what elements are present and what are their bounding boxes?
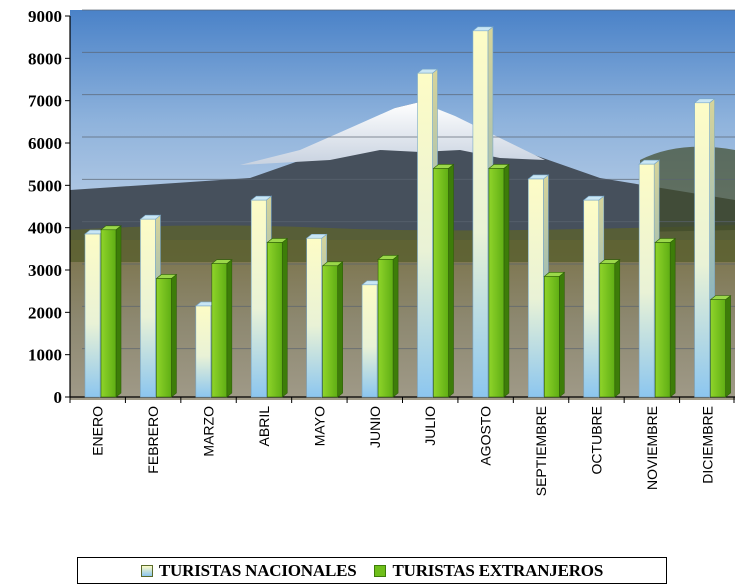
bar-side — [559, 271, 565, 398]
y-axis: 0 1000 2000 3000 4000 5000 6000 7000 8000 9000 — [28, 7, 71, 407]
bar-front — [694, 102, 710, 398]
bar-side — [725, 295, 731, 398]
bar-extranjeros-julio — [432, 163, 455, 398]
bar-front — [140, 218, 156, 398]
bar-front — [306, 237, 322, 398]
bar-front — [472, 30, 489, 398]
x-tick-label: AGOSTO — [478, 406, 494, 466]
bar-extranjeros-diciembre — [709, 295, 732, 398]
bar-extranjeros-mayo — [321, 261, 344, 398]
bar-side — [171, 273, 177, 398]
x-tick-label: FEBRERO — [145, 406, 161, 474]
bar-front — [377, 259, 394, 398]
legend-label-nacionales: TURISTAS NACIONALES — [158, 560, 357, 580]
x-axis: ENERO FEBRERO MARZO ABRIL MAYO JUNIO JULIO AGOS… — [69, 396, 735, 496]
bar-front — [361, 284, 378, 398]
x-tick-label: JUNIO — [367, 406, 383, 448]
bar-front — [266, 242, 283, 398]
y-tick-label: 7000 — [28, 92, 62, 111]
bar-extranjeros-agosto — [488, 163, 510, 398]
bar-front — [417, 72, 433, 398]
bar-side — [669, 237, 676, 398]
bar-side — [503, 163, 510, 398]
bar-front — [322, 265, 338, 398]
bar-extranjeros-enero — [100, 225, 122, 398]
bar-extranjeros-noviembre — [654, 237, 677, 398]
bar-front — [544, 276, 560, 398]
bar-side — [337, 261, 343, 398]
x-tick-label: JULIO — [422, 406, 438, 446]
bar-extranjeros-septiembre — [543, 271, 566, 398]
bar-front — [528, 178, 544, 398]
bar-side — [281, 237, 288, 398]
bar-front — [250, 199, 267, 398]
bar-extranjeros-marzo — [210, 259, 233, 398]
bar-front — [599, 263, 616, 398]
bar-front — [100, 229, 117, 398]
bar-front — [638, 163, 655, 398]
bar-side — [226, 259, 233, 398]
legend-label-extranjeros: TURISTAS EXTRANJEROS — [392, 560, 604, 580]
x-tick-label: MAYO — [311, 406, 327, 446]
bars — [84, 26, 732, 398]
bar-front — [654, 242, 671, 398]
photo-snowcap — [240, 102, 545, 165]
legend-item-extranjeros: TURISTAS EXTRANJEROS — [374, 561, 603, 581]
y-tick-label: 0 — [54, 388, 63, 407]
x-tick-label: SEPTIEMBRE — [533, 406, 549, 496]
bar-front — [433, 168, 449, 398]
y-tick-label: 2000 — [28, 303, 62, 322]
x-tick-label: ENERO — [90, 406, 106, 456]
y-tick-label: 1000 — [28, 346, 62, 365]
bar-extranjeros-abril — [266, 237, 289, 398]
bar-front — [195, 305, 212, 398]
photo-hills — [70, 225, 735, 262]
y-tick-label: 8000 — [28, 49, 62, 68]
x-tick-label: NOVIEMBRE — [644, 406, 660, 490]
bar-front — [211, 263, 228, 398]
bar-front — [488, 168, 505, 398]
x-tick-label: DICIEMBRE — [699, 406, 715, 484]
gridlines — [82, 9, 735, 350]
y-tick-label: 3000 — [28, 261, 62, 280]
bar-extranjeros-febrero — [155, 273, 178, 398]
bar-front — [156, 278, 172, 398]
bar-front — [84, 233, 101, 398]
photo-mountain — [70, 102, 735, 265]
legend-swatch-nacionales — [140, 564, 153, 577]
bar-front — [583, 199, 600, 398]
bar-extranjeros-octubre — [598, 259, 621, 398]
x-tick-label: MARZO — [201, 406, 217, 457]
photo-plain — [70, 240, 735, 400]
y-tick-label: 4000 — [28, 219, 62, 238]
bar-side — [448, 163, 454, 398]
legend-swatch-extranjeros — [374, 564, 387, 577]
bar-side — [614, 259, 621, 398]
x-tick-label: ABRIL — [256, 406, 272, 447]
y-tick-label: 9000 — [28, 7, 62, 26]
legend-item-nacionales: TURISTAS NACIONALES — [140, 560, 357, 581]
bar-side — [392, 254, 399, 398]
bar-nacionales-julio — [416, 68, 439, 398]
bar-side — [115, 225, 122, 398]
bar-front — [710, 299, 726, 398]
bar-extranjeros-junio — [377, 254, 399, 398]
y-tick-label: 6000 — [28, 134, 62, 153]
x-tick-label: OCTUBRE — [588, 406, 604, 474]
legend: TURISTAS NACIONALES TURISTAS EXTRANJEROS — [77, 557, 667, 584]
y-tick-label: 5000 — [28, 176, 62, 195]
